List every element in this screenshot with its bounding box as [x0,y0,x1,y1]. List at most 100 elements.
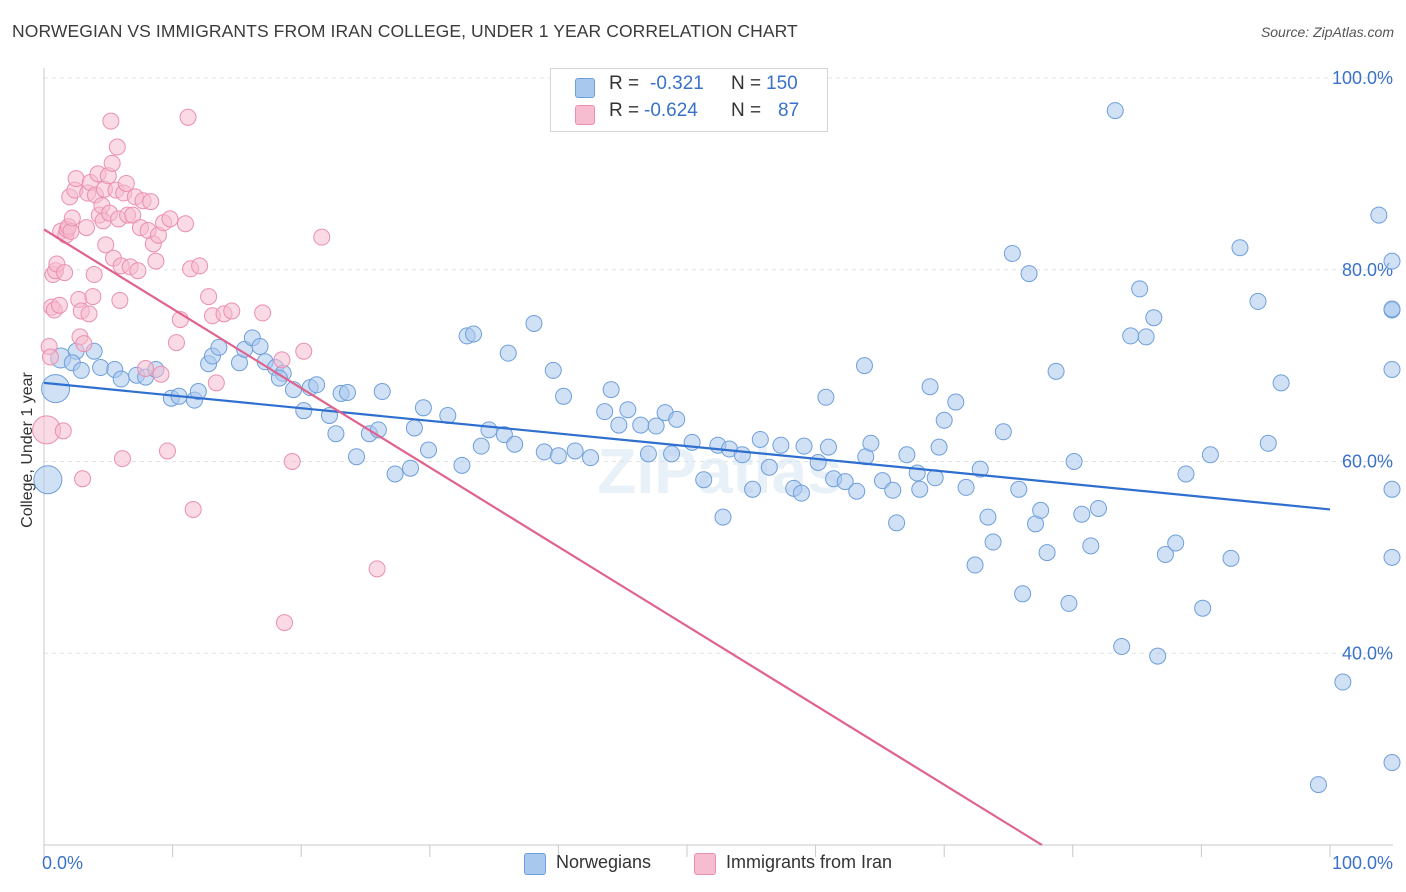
norwegian-point [619,401,637,419]
iran-point [158,442,176,460]
norwegian-point [499,344,517,362]
iran-point [63,209,81,227]
iran-point [191,257,209,275]
iran-point [67,170,85,188]
norwegian-point [888,514,906,532]
norwegian-point [72,361,90,379]
iran-point [273,351,291,369]
legend-swatch-iran [575,105,595,125]
iran-point [176,215,194,233]
iran-point [50,296,68,314]
norwegian-point [1032,501,1050,519]
norwegian-point [836,473,854,491]
norwegian-point [663,445,681,463]
iran-point [85,266,103,284]
norwegian-point [112,370,130,388]
norwegian-point [295,402,313,420]
norwegian-point [1231,239,1249,257]
norwegian-point [41,374,71,404]
iran-point [161,210,179,228]
norwegian-point [1383,300,1401,318]
iran-point [152,365,170,383]
norwegian-point [1383,360,1401,378]
iran-trend-line [43,228,1043,846]
iran-point [200,288,218,306]
source-label: Source: ZipAtlas.com [1260,24,1394,40]
norwegian-point [817,388,835,406]
norwegian-point [1090,499,1108,517]
iran-point [97,236,115,254]
norwegian-point [327,425,345,443]
iran-point [117,174,135,192]
bottom-legend-label-iran: Immigrants from Iran [726,852,893,872]
norwegian-point [632,416,650,434]
iran-point [103,154,121,172]
stats-legend: R = -0.321 N = 150 R = -0.624 N = 87 [550,68,828,132]
norwegian-point [1383,754,1401,772]
norwegian-point [957,478,975,496]
norwegian-point [1020,265,1038,283]
norwegian-point [1201,446,1219,464]
norwegian-point [884,481,902,499]
norwegian-point [1106,102,1124,120]
norwegian-point [270,369,288,387]
norwegian-point [898,446,916,464]
norwegian-point [1167,534,1185,552]
iran-point [142,193,160,211]
norwegian-point [809,453,827,471]
norwegian-point [1113,638,1131,656]
iran-point [102,112,120,130]
norwegian-point [792,484,810,502]
bottom-legend-label-norwegians: Norwegians [556,852,652,872]
norwegian-point [480,421,498,439]
norwegian-point [911,480,929,498]
y-tick-label: 40.0% [1342,643,1393,663]
norwegian-point [1272,374,1290,392]
legend-r-label: R = [609,73,640,94]
norwegian-point [596,403,614,421]
norwegian-point [647,417,665,435]
y-tick-label: 60.0% [1342,452,1393,472]
norwegian-point [1177,465,1195,483]
legend-row-iran: R = -0.624 N = 87 [551,100,827,128]
norwegian-point [414,399,432,417]
norwegian-point [1003,244,1021,262]
norwegian-point [386,465,404,483]
norwegian-point [751,430,769,448]
norwegian-point [714,508,732,526]
norwegian-point [33,465,63,495]
norwegian-point [338,383,356,401]
norwegian-point [1149,647,1167,665]
norwegian-trend-line [43,381,1331,511]
chart-title: NORWEGIAN VS IMMIGRANTS FROM IRAN COLLEG… [12,21,798,41]
norwegian-point [544,361,562,379]
bottom-legend-swatch-iran [694,853,716,875]
legend-n-label: N = [731,100,762,121]
iran-point [80,305,98,323]
norwegian-point [744,480,762,498]
norwegian-point [1010,480,1028,498]
iran-point [74,470,92,488]
norwegian-point [862,434,880,452]
iran-point [207,374,225,392]
norwegian-point [1334,673,1352,691]
norwegian-point [402,459,420,477]
norwegian-point [1309,776,1327,794]
iran-point [124,206,142,224]
norwegian-point [795,437,813,455]
norwegian-point [819,438,837,456]
norwegian-point [1249,292,1267,310]
norwegian-point [848,482,866,500]
norwegian-point [506,435,524,453]
x-tick-label: 100.0% [1332,853,1393,873]
norwegian-point [472,437,490,455]
iran-point [275,614,293,632]
iran-point [54,422,72,440]
iran-point [108,138,126,156]
norwegian-point [549,447,567,465]
norwegian-point [1014,585,1032,603]
norwegian-point [1038,544,1056,562]
legend-r-value: -0.321 [650,73,704,94]
norwegian-point [772,436,790,454]
